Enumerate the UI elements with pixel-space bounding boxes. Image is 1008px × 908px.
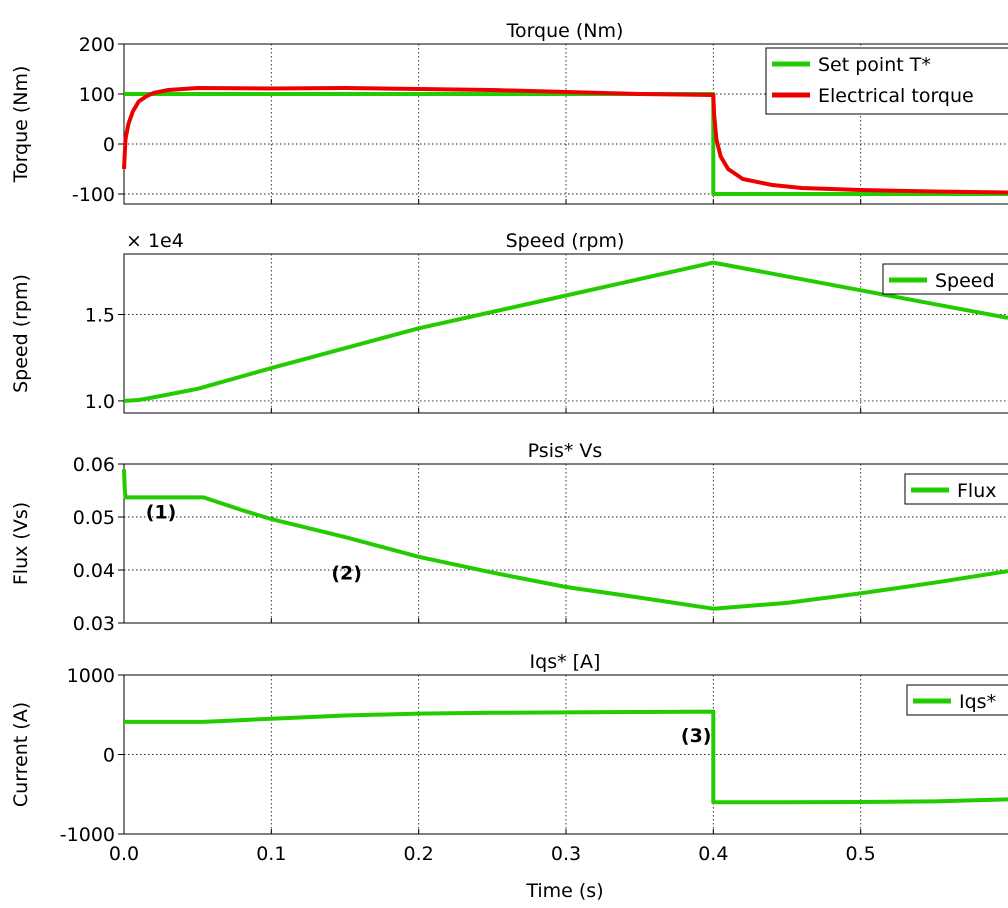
series-line-iqs xyxy=(124,709,1008,805)
panel-title: Iqs* [A] xyxy=(530,651,601,673)
plot-frame xyxy=(123,253,1008,414)
x-tick-label: 0.5 xyxy=(846,843,876,865)
legend-label: Speed xyxy=(935,270,995,292)
series-line-electrical-torque xyxy=(122,86,1008,195)
plot-frame xyxy=(123,463,1008,624)
panel-3: 0.06 0.05 0.04 0.03 Psis* Vs Flux (Vs) Flux xyxy=(10,440,1008,635)
y-tick-label: 1.0 xyxy=(85,391,115,413)
legend-box xyxy=(765,47,1008,115)
y-tick-label: 200 xyxy=(79,34,115,56)
y-axis-label: Flux (Vs) xyxy=(10,502,32,585)
panel-4: 1000 0 -1000 Iqs* [A] Current (A) Iqs* 0.0 0.1 0… xyxy=(10,651,1008,865)
panel-title: Torque (Nm) xyxy=(506,20,624,42)
series-line-set-point-t xyxy=(124,92,1008,196)
x-tick-label: 0.3 xyxy=(551,843,581,865)
x-axis-label: Time (s) xyxy=(525,880,603,902)
panel-title: Psis* Vs xyxy=(528,440,603,462)
y-tick-label: 100 xyxy=(79,84,115,106)
legend-label: Set point T* xyxy=(818,54,931,76)
legend: Set point T* Electrical torque xyxy=(765,47,1008,115)
legend-label: Iqs* xyxy=(959,691,996,713)
legend-label: Flux xyxy=(957,480,997,502)
legend: Flux xyxy=(904,473,1008,505)
y-tick-label: -1000 xyxy=(60,824,115,846)
y-tick-label: 1000 xyxy=(67,665,115,687)
series-line-speed xyxy=(123,260,1008,403)
y-tick-label: 0 xyxy=(103,134,115,156)
y-tick-label: 0 xyxy=(103,745,115,767)
panel-2: 1.5 1.0 Speed (rpm) Speed (rpm) × 1e4 Speed xyxy=(10,230,1008,414)
annotation-2: (2) xyxy=(331,562,362,584)
y-axis-label: Current (A) xyxy=(10,702,32,807)
x-tick-label: 0.2 xyxy=(404,843,434,865)
x-tick-label: 0.1 xyxy=(256,843,286,865)
y-tick-label: -100 xyxy=(72,184,115,206)
y-tick-label: 0.06 xyxy=(73,454,115,476)
panel-title: Speed (rpm) xyxy=(506,230,625,252)
legend: Speed xyxy=(882,263,1008,295)
y-tick-label: 1.5 xyxy=(85,304,115,326)
y-axis-label: Torque (Nm) xyxy=(10,66,32,184)
panel-1: 200 100 0 -100 Torque (Nm) Torque (Nm) Set poi… xyxy=(10,20,1008,206)
annotation-3: (3) xyxy=(681,725,712,747)
y-scale-note: × 1e4 xyxy=(126,230,184,252)
y-tick-label: 0.04 xyxy=(73,560,115,582)
y-tick-label: 0.03 xyxy=(73,613,115,635)
series-line-flux xyxy=(122,469,1008,611)
annotation-1: (1) xyxy=(146,502,177,524)
legend: Iqs* xyxy=(906,684,1008,716)
legend-label: Electrical torque xyxy=(818,85,974,107)
y-tick-label: 0.05 xyxy=(73,507,115,529)
x-tick-label: 0.4 xyxy=(698,843,728,865)
x-tick-label: 0.0 xyxy=(109,843,139,865)
y-axis-label: Speed (rpm) xyxy=(10,274,32,393)
plot-frame xyxy=(123,43,1008,205)
